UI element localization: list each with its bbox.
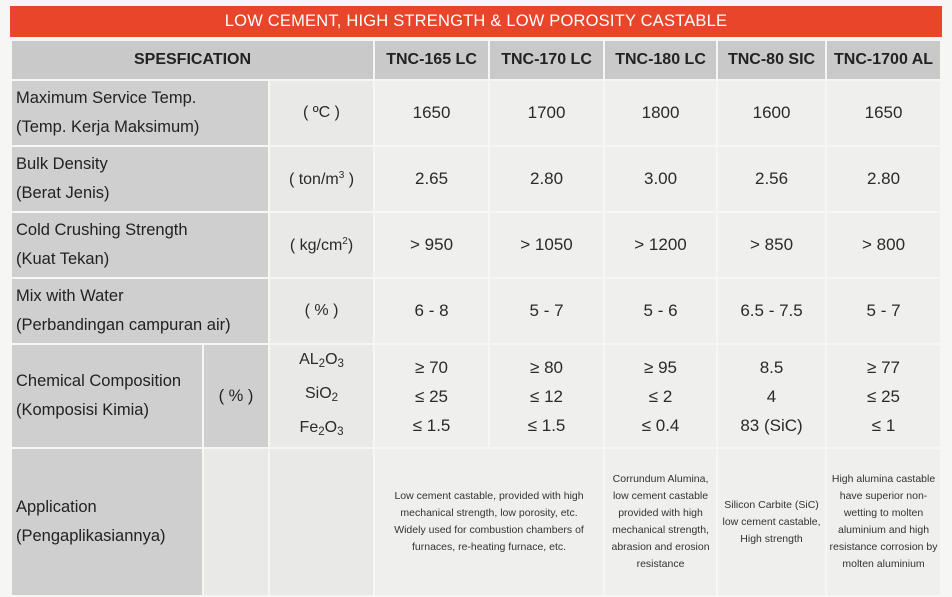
unit-sup: 2 [342,235,348,247]
product-header: TNC-170 LC [490,41,604,79]
unit-sup: 3 [338,169,345,181]
unit-cell: ( ton/m3 ) [270,147,374,211]
row-label: Bulk Density (Berat Jenis) [12,147,268,211]
value-cell: 1650 [375,81,489,145]
row-label: Chemical Composition (Komposisi Kimia) [12,345,202,447]
label-en: Chemical Composition [16,372,182,390]
compound-sio2: SiO2 [304,385,339,404]
spec-table: SPESFICATION TNC-165 LC TNC-170 LC TNC-1… [10,39,942,597]
value-cell: ≥ 70 ≤ 25 ≤ 1.5 [375,345,489,447]
label-en: Maximum Service Temp. [16,89,197,107]
application-text: Low cement castable, provided with high … [375,449,604,595]
row-application: Application (Pengaplikasiannya) Low ceme… [12,449,941,595]
spec-header: SPESFICATION [12,41,374,79]
row-bulk-density: Bulk Density (Berat Jenis) ( ton/m3 ) 2.… [12,147,941,211]
application-text: Silicon Carbite (SiC) low cement castabl… [718,449,826,595]
value-cell: 5 - 7 [490,279,604,343]
value-cell: > 1050 [490,213,604,277]
label-en: Cold Crushing Strength [16,221,188,239]
value-cell: > 850 [718,213,826,277]
compound-al2o3: AL2O3 [299,351,344,370]
value-cell: ≥ 80 ≤ 12 ≤ 1.5 [490,345,604,447]
row-label: Mix with Water (Perbandingan campuran ai… [12,279,268,343]
value-cell: 2.56 [718,147,826,211]
value-cell: ≥ 77 ≤ 25 ≤ 1 [827,345,941,447]
row-chemical: Chemical Composition (Komposisi Kimia) (… [12,345,941,447]
value-cell: 1700 [490,81,604,145]
value-cell: 6 - 8 [375,279,489,343]
unit-text: ) [347,236,354,254]
value-cell: 5 - 7 [827,279,941,343]
empty-cell [270,449,374,595]
application-text: High alumina castable have superior non-… [827,449,941,595]
value-cell: 5 - 6 [605,279,717,343]
product-header: TNC-165 LC [375,41,489,79]
row-mix-water: Mix with Water (Perbandingan campuran ai… [12,279,941,343]
value-cell: 6.5 - 7.5 [718,279,826,343]
unit-text: ) [344,170,355,188]
label-id: (Kuat Tekan) [16,250,110,268]
value-cell: 1650 [827,81,941,145]
unit-text: ( kg/cm [289,236,343,254]
unit-cell: ( % ) [270,279,374,343]
label-id: (Perbandingan campuran air) [16,316,231,334]
product-header: TNC-180 LC [605,41,717,79]
value-cell: 2.80 [490,147,604,211]
label-id: (Temp. Kerja Maksimum) [16,118,200,136]
value-cell: > 1200 [605,213,717,277]
unit-cell: ( kg/cm2) [270,213,374,277]
row-label: Cold Crushing Strength (Kuat Tekan) [12,213,268,277]
row-cold-crushing: Cold Crushing Strength (Kuat Tekan) ( kg… [12,213,941,277]
unit-cell: ( ºC ) [270,81,374,145]
value-cell: 2.65 [375,147,489,211]
empty-cell [204,449,268,595]
label-id: (Komposisi Kimia) [16,401,149,419]
label-en: Mix with Water [16,287,124,305]
value-cell: 1800 [605,81,717,145]
row-label: Application (Pengaplikasiannya) [12,449,202,595]
value-cell: 2.80 [827,147,941,211]
label-id: (Berat Jenis) [16,184,110,202]
application-text: Corrundum Alumina, low cement castable p… [605,449,717,595]
row-label: Maximum Service Temp. (Temp. Kerja Maksi… [12,81,268,145]
banner-title: LOW CEMENT, HIGH STRENGTH & LOW POROSITY… [10,6,942,37]
value-cell: ≥ 95 ≤ 2 ≤ 0.4 [605,345,717,447]
value-cell: 3.00 [605,147,717,211]
unit-text: ( ton/m [288,170,339,188]
label-id: (Pengaplikasiannya) [16,527,166,545]
value-cell: > 950 [375,213,489,277]
chem-unit: ( % ) [204,345,268,447]
label-en: Bulk Density [16,155,108,173]
value-cell: 1600 [718,81,826,145]
value-cell: 8.5 4 83 (SiC) [718,345,826,447]
header-row: SPESFICATION TNC-165 LC TNC-170 LC TNC-1… [12,41,941,79]
product-header: TNC-1700 AL [827,41,941,79]
compound-fe2o3: Fe2O3 [299,419,344,438]
label-en: Application [16,498,97,516]
value-cell: > 800 [827,213,941,277]
product-header: TNC-80 SIC [718,41,826,79]
compound-cell: AL2O3 SiO2 Fe2O3 [270,345,374,447]
row-max-temp: Maximum Service Temp. (Temp. Kerja Maksi… [12,81,941,145]
